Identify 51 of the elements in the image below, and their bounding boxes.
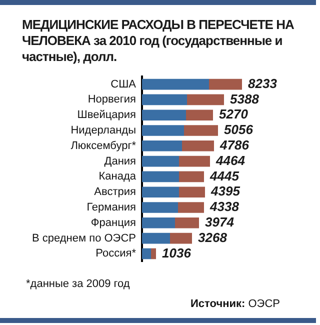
bar — [186, 110, 213, 120]
bar — [179, 171, 204, 182]
annotation: 5056 — [224, 122, 254, 138]
annotation: 4445 — [209, 168, 240, 184]
bar — [142, 171, 179, 182]
text: *данные за 2009 год — [26, 278, 130, 290]
bar — [209, 78, 242, 90]
annotation: 4464 — [215, 152, 246, 168]
bar — [187, 94, 224, 106]
y-tick-label: Нидерланды — [70, 124, 136, 137]
text: Источник: ОЭСР — [190, 298, 280, 310]
y-tick-label: Россия* — [96, 248, 137, 260]
annotation: 4338 — [209, 199, 240, 214]
bar — [182, 140, 214, 152]
y-tick-label: Канада — [98, 170, 137, 183]
annotation: 4786 — [219, 137, 250, 152]
y-tick-label: Норвегия — [88, 94, 136, 106]
bar — [142, 232, 170, 244]
bar — [142, 94, 187, 106]
bar — [142, 78, 209, 90]
annotation: 3974 — [205, 214, 235, 230]
y-tick-label: В среднем по ОЭСР — [32, 232, 136, 244]
annotation: 8233 — [248, 76, 278, 91]
bar — [184, 125, 218, 136]
bar — [179, 156, 210, 167]
y-tick-label: Франция — [90, 216, 136, 229]
annotation: 3268 — [198, 230, 228, 245]
y-tick-label: Люксембург* — [70, 140, 137, 152]
bar — [175, 218, 199, 228]
bar — [142, 140, 182, 152]
annotation: 4395 — [210, 184, 241, 199]
annotation: 5388 — [230, 91, 260, 106]
bar — [142, 248, 151, 260]
bar — [142, 110, 186, 120]
bar — [142, 156, 179, 167]
y-tick-label: США — [110, 78, 137, 90]
bar — [142, 218, 175, 228]
y-tick-label: Дания — [104, 155, 136, 168]
y-tick-label: Швейцария — [77, 109, 136, 122]
bar — [170, 232, 192, 244]
annotation: 5270 — [219, 106, 249, 122]
y-tick-label: Германия — [86, 202, 136, 214]
bar — [142, 186, 179, 198]
bar — [178, 202, 204, 213]
bar — [179, 186, 205, 198]
bar — [142, 202, 178, 213]
chart-title: МЕДИЦИНСКИЕ РАСХОДЫ В ПЕРЕСЧЕТЕ НА ЧЕЛОВЕКА за 2010 год (государственные и частные), долл. — [22, 17, 295, 65]
annotation: 1036 — [162, 245, 192, 260]
bar — [142, 125, 184, 136]
bar — [151, 248, 156, 260]
y-tick-label: Австрия — [94, 186, 136, 198]
